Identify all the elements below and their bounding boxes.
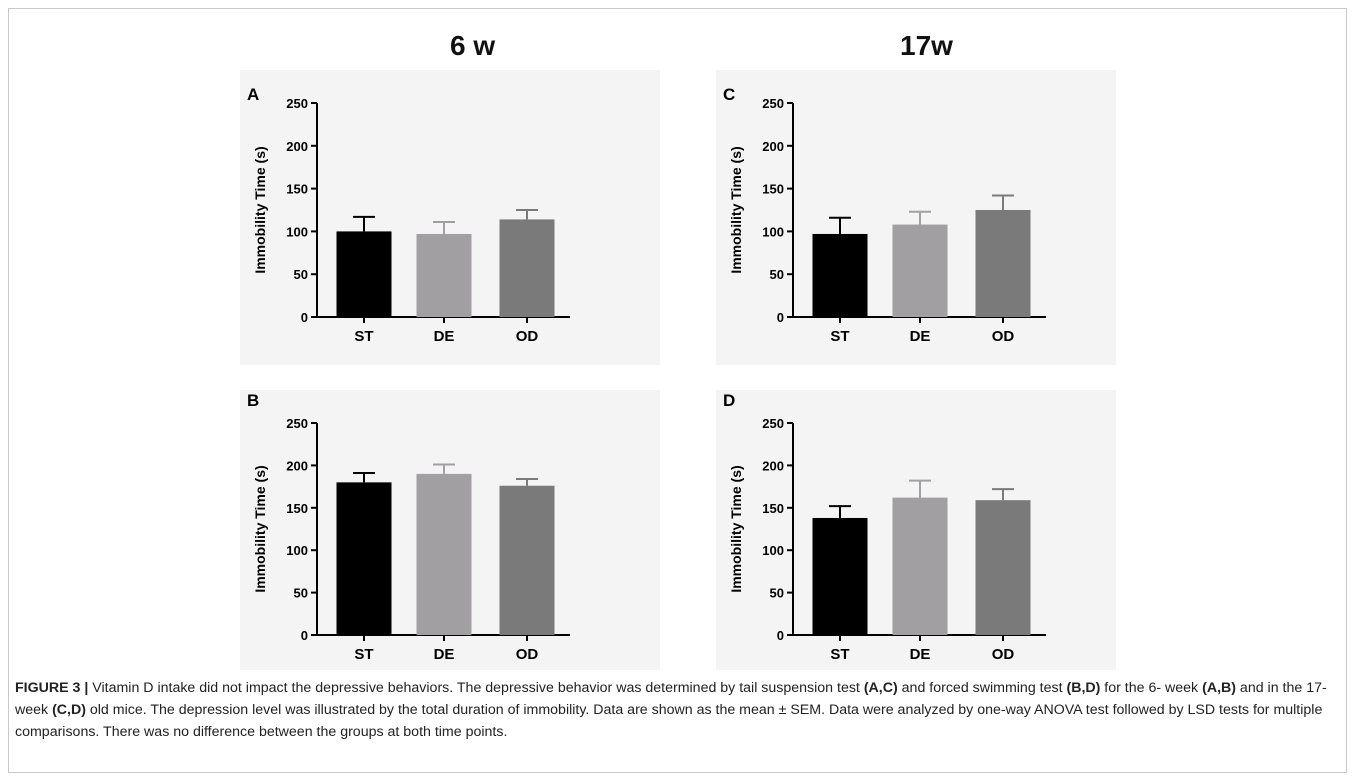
figure-frame xyxy=(8,8,1347,773)
bar-de xyxy=(416,473,472,635)
caption-body: Vitamin D intake did not impact the depr… xyxy=(15,680,1327,740)
y-tick-label: 250 xyxy=(762,96,784,111)
y-tick-label: 50 xyxy=(770,267,784,282)
caption-label: FIGURE 3 | xyxy=(15,680,89,696)
chart-panel-a: A 0 50 100 150 200 250 Immobility Time (s) ST DE O… xyxy=(247,85,570,345)
y-tick-label: 50 xyxy=(294,267,308,282)
y-tick-label: 200 xyxy=(762,458,784,473)
bar-od xyxy=(499,219,555,317)
category-label-od: OD xyxy=(516,328,539,345)
panel-letter: D xyxy=(723,391,735,410)
category-label-st: ST xyxy=(354,328,373,345)
bar-de xyxy=(892,224,948,317)
y-tick-label: 100 xyxy=(762,224,784,239)
y-tick-label: 250 xyxy=(286,96,308,111)
y-tick-label: 200 xyxy=(762,139,784,154)
caption-panel-ref: (B,D) xyxy=(1066,680,1101,696)
bar-st xyxy=(812,517,868,635)
y-tick-label: 250 xyxy=(286,416,308,431)
bar-de xyxy=(416,233,472,317)
y-tick-label: 0 xyxy=(777,628,784,643)
category-label-st: ST xyxy=(830,328,849,345)
y-tick-label: 0 xyxy=(777,310,784,325)
y-tick-label: 50 xyxy=(294,586,308,601)
category-label-de: DE xyxy=(910,328,931,345)
caption-panel-ref: (A,C) xyxy=(863,680,898,696)
category-label-od: OD xyxy=(992,646,1015,663)
bar-od xyxy=(499,485,555,635)
bar-st xyxy=(336,231,392,317)
y-tick-label: 100 xyxy=(286,224,308,239)
column-title-17w: 17w xyxy=(900,30,953,61)
caption-text: for the 6- week xyxy=(1100,680,1203,696)
y-tick-label: 100 xyxy=(286,543,308,558)
y-tick-label: 200 xyxy=(286,458,308,473)
bar-st xyxy=(812,233,868,317)
caption-text: old mice. The depression level was illus… xyxy=(15,702,1323,740)
y-axis-label: Immobility Time (s) xyxy=(252,146,268,273)
caption-panel-ref: (C,D) xyxy=(52,702,86,718)
y-tick-label: 150 xyxy=(762,182,784,197)
y-tick-label: 150 xyxy=(286,182,308,197)
y-axis-label: Immobility Time (s) xyxy=(728,465,744,592)
caption-text: and in the 17-week xyxy=(15,680,1327,718)
bar-od xyxy=(975,210,1031,317)
column-title-6w: 6 w xyxy=(450,30,496,61)
chart-panel-c: C 0 50 100 150 200 250 Immobility Time (s) ST DE O… xyxy=(723,85,1046,345)
bar-st xyxy=(336,482,392,635)
y-tick-label: 0 xyxy=(301,310,308,325)
category-label-de: DE xyxy=(910,646,931,663)
category-label-de: DE xyxy=(434,328,455,345)
panel-letter: A xyxy=(247,85,259,104)
bar-od xyxy=(975,500,1031,635)
chart-panel-d: D 0 50 100 150 200 250 Immobility Time (s) ST DE O… xyxy=(723,391,1046,663)
category-label-od: OD xyxy=(516,646,539,663)
category-label-de: DE xyxy=(434,646,455,663)
y-tick-label: 150 xyxy=(286,501,308,516)
panel-letter: C xyxy=(723,85,735,104)
y-tick-label: 250 xyxy=(762,416,784,431)
category-label-st: ST xyxy=(830,646,849,663)
y-tick-label: 200 xyxy=(286,139,308,154)
bar-de xyxy=(892,497,948,635)
y-tick-label: 0 xyxy=(301,628,308,643)
y-axis-label: Immobility Time (s) xyxy=(252,465,268,592)
caption-text: Vitamin D intake did not impact the depr… xyxy=(88,680,864,696)
y-tick-label: 50 xyxy=(770,586,784,601)
panel-letter: B xyxy=(247,391,259,410)
caption-panel-ref: (A,B) xyxy=(1202,680,1236,696)
y-axis-label: Immobility Time (s) xyxy=(728,146,744,273)
y-tick-label: 150 xyxy=(762,501,784,516)
y-tick-label: 100 xyxy=(762,543,784,558)
category-label-st: ST xyxy=(354,646,373,663)
caption-text: and forced swimming test xyxy=(897,680,1067,696)
figure-caption: FIGURE 3 | Vitamin D intake did not impa… xyxy=(15,677,1340,743)
category-label-od: OD xyxy=(992,328,1015,345)
chart-panel-b: B 0 50 100 150 200 250 Immobility Time (s) ST DE O… xyxy=(247,391,570,663)
